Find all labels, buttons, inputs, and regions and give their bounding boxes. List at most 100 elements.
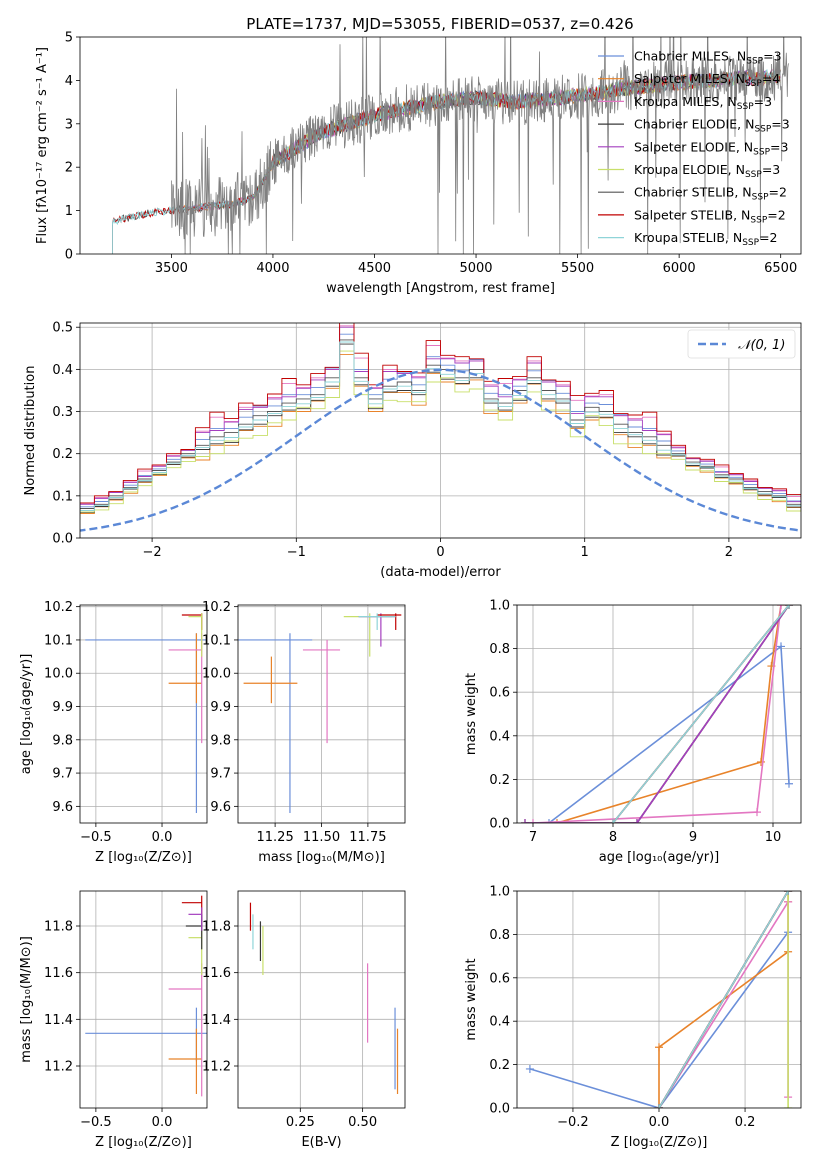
y-tick-label: 11.6 bbox=[44, 966, 73, 981]
legend-frame bbox=[687, 329, 796, 359]
weight-marker bbox=[525, 1064, 534, 1073]
y-tick-label: 0.4 bbox=[489, 729, 510, 744]
weight-marker bbox=[785, 605, 793, 609]
x-tick-label: 6000 bbox=[663, 261, 696, 276]
weight-marker bbox=[784, 1104, 793, 1108]
y-tick-label: 9.8 bbox=[52, 733, 73, 748]
legend-entry: 𝒩(0, 1) bbox=[738, 338, 785, 353]
axes-frame bbox=[237, 890, 406, 1109]
weight-line bbox=[548, 644, 790, 823]
plot-area-weight-vs-age bbox=[517, 605, 801, 823]
panel-weight-vs-age: 7 8 9 10 0.0 0.2 0.4 0.6 0.8 1.0 age [log₁₀(age/yr… bbox=[464, 599, 802, 865]
weight-line bbox=[525, 605, 790, 823]
y-tick-label: 10.1 bbox=[44, 633, 73, 648]
weight-line bbox=[658, 891, 789, 1108]
x-tick-label: −0.5 bbox=[80, 830, 112, 845]
x-tick-label: 7 bbox=[529, 830, 537, 845]
weight-line bbox=[525, 605, 790, 823]
panel-residuals: −2 −1 0 1 2 0.0 0.1 0.2 0.3 0.4 0.5 (data-model)/er… bbox=[23, 321, 802, 580]
axes-frame bbox=[79, 890, 208, 1109]
panel-age-vs-mass: 11.25 11.50 11.75 9.6 9.7 9.8 9.9 10.0 10.1 10.2 m… bbox=[202, 600, 406, 865]
legend-entry: Chabrier STELIB, NSSP=2 bbox=[634, 185, 787, 203]
y-tick-label: 9.9 bbox=[210, 700, 231, 715]
y-tick-label: 9.6 bbox=[52, 800, 73, 815]
y-tick-label: 9.8 bbox=[210, 733, 231, 748]
y-tick-label: 10.0 bbox=[44, 667, 73, 682]
x-tick-label: 2 bbox=[725, 545, 733, 560]
y-tick-label: 9.9 bbox=[52, 700, 73, 715]
axes-frame bbox=[79, 36, 802, 255]
weight-marker bbox=[785, 779, 793, 788]
x-tick-label: −2 bbox=[143, 545, 162, 560]
y-axis-label: mass [log₁₀(M/M⊙)] bbox=[19, 936, 34, 1063]
y-axis-label: Normed distribution bbox=[23, 366, 38, 496]
legend-entry: Kroupa MILES, NSSP=3 bbox=[634, 94, 772, 112]
figure-title: PLATE=1737, MJD=53055, FIBERID=0537, z=0… bbox=[246, 15, 633, 33]
y-tick-label: 0.0 bbox=[489, 1102, 510, 1117]
y-tick-label: 0.8 bbox=[489, 642, 510, 657]
y-tick-label: 0.0 bbox=[489, 817, 510, 832]
x-axis-label: (data-model)/error bbox=[380, 565, 501, 580]
x-tick-label: 0.50 bbox=[348, 1115, 377, 1130]
y-tick-label: 0.2 bbox=[52, 447, 73, 462]
y-tick-label: 0.2 bbox=[489, 1058, 510, 1073]
x-tick-label: 0.0 bbox=[152, 830, 173, 845]
plot-area-mass-vs-Z bbox=[80, 891, 207, 1108]
plot-area-age-vs-mass bbox=[238, 605, 405, 823]
y-axis-label: mass weight bbox=[464, 673, 479, 755]
y-tick-label: 4 bbox=[65, 74, 73, 89]
weight-line bbox=[532, 605, 782, 823]
x-tick-label: −1 bbox=[287, 545, 306, 560]
weight-line bbox=[556, 605, 782, 823]
y-tick-label: 11.8 bbox=[202, 920, 231, 935]
x-tick-label: 8 bbox=[609, 830, 617, 845]
legend-entry: Salpeter ELODIE, NSSP=3 bbox=[634, 139, 788, 157]
x-axis-label: mass [log₁₀(M/M⊙)] bbox=[258, 850, 385, 865]
axes-frame bbox=[79, 604, 208, 824]
x-tick-label: 0.0 bbox=[649, 1115, 670, 1130]
x-tick-label: 0 bbox=[436, 545, 444, 560]
y-tick-label: 10.2 bbox=[202, 600, 231, 615]
y-tick-label: 0.4 bbox=[52, 363, 73, 378]
x-tick-label: 4000 bbox=[256, 261, 289, 276]
y-tick-label: 1.0 bbox=[489, 885, 510, 900]
x-axis-label: E(B-V) bbox=[301, 1135, 341, 1150]
y-axis-label: age [log₁₀(age/yr)] bbox=[19, 654, 34, 775]
y-tick-label: 9.6 bbox=[210, 800, 231, 815]
x-tick-label: 0.0 bbox=[152, 1115, 173, 1130]
weight-marker bbox=[521, 819, 529, 823]
plot-area-age-vs-Z bbox=[80, 605, 207, 823]
weight-marker bbox=[633, 819, 641, 823]
legend-entry: Kroupa STELIB, NSSP=2 bbox=[634, 230, 778, 248]
legend: 𝒩(0, 1) bbox=[687, 329, 796, 359]
weight-marker bbox=[553, 819, 561, 823]
x-tick-label: 11.25 bbox=[257, 830, 294, 845]
data-spectrum bbox=[171, 37, 790, 254]
y-tick-label: 11.4 bbox=[44, 1013, 73, 1028]
x-tick-label: 9 bbox=[689, 830, 697, 845]
legend-entry: Chabrier ELODIE, NSSP=3 bbox=[634, 117, 790, 135]
x-tick-label: 5500 bbox=[561, 261, 594, 276]
panel-mass-vs-Z: −0.5 0.0 11.2 11.4 11.6 11.8 Z [log₁₀(Z/Z⊙)] ma… bbox=[19, 890, 208, 1150]
y-tick-label: 10.2 bbox=[44, 600, 73, 615]
x-tick-label: 0.2 bbox=[735, 1115, 756, 1130]
y-tick-label: 0.2 bbox=[489, 773, 510, 788]
weight-line bbox=[612, 605, 790, 823]
plot-area-weight-vs-Z bbox=[517, 891, 801, 1108]
plot-area-mass-vs-ebv bbox=[238, 891, 405, 1108]
legend-entry: Chabrier MILES, NSSP=3 bbox=[634, 49, 782, 67]
plot-area-spectrum bbox=[112, 37, 790, 254]
y-tick-label: 0.1 bbox=[52, 489, 73, 504]
y-tick-label: 0.8 bbox=[489, 928, 510, 943]
axes-frame bbox=[516, 890, 802, 1109]
legend-entry: Salpeter MILES, NSSP=4 bbox=[634, 71, 780, 89]
y-tick-label: 0.0 bbox=[52, 532, 73, 547]
axes-frame bbox=[237, 604, 406, 824]
y-tick-label: 3 bbox=[65, 117, 73, 132]
x-tick-label: 11.50 bbox=[303, 830, 340, 845]
x-axis-label: Z [log₁₀(Z/Z⊙)] bbox=[611, 1135, 708, 1150]
y-tick-label: 0.6 bbox=[489, 971, 510, 986]
axes-frame bbox=[516, 604, 802, 824]
y-tick-label: 1 bbox=[65, 204, 73, 219]
y-tick-label: 0 bbox=[65, 248, 73, 263]
